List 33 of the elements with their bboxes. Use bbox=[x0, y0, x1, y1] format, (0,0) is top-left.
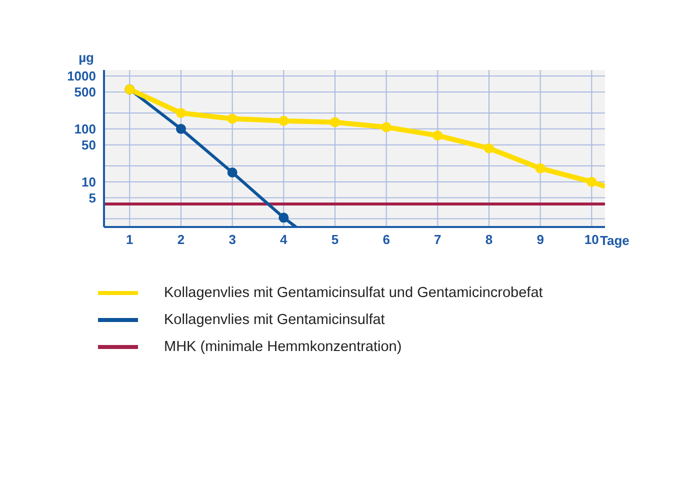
x-tick-label: 7 bbox=[434, 232, 442, 248]
point bbox=[484, 143, 494, 154]
legend-label: Kollagenvlies mit Gentamicinsulfat und Gentamicincrobefat bbox=[164, 284, 543, 300]
point bbox=[535, 163, 546, 174]
y-tick-label: 10 bbox=[82, 174, 96, 190]
point bbox=[586, 176, 597, 187]
x-tick-label: 6 bbox=[382, 232, 390, 248]
x-tick-label: 4 bbox=[280, 232, 288, 248]
legend-label: Kollagenvlies mit Gentamicinsulfat bbox=[164, 312, 385, 328]
point bbox=[176, 124, 186, 134]
point bbox=[176, 108, 186, 118]
x-tick-label: 3 bbox=[228, 232, 236, 248]
y-tick-label: 5 bbox=[88, 190, 96, 206]
x-tick-label: 8 bbox=[485, 232, 493, 248]
y-tick-label: 500 bbox=[74, 84, 96, 100]
point bbox=[432, 130, 443, 141]
point bbox=[278, 116, 289, 126]
point bbox=[227, 114, 238, 124]
point bbox=[330, 117, 340, 128]
x-tick-label: 2 bbox=[177, 232, 185, 248]
x-tick-label: 1 bbox=[126, 232, 134, 248]
y-tick-label: 100 bbox=[74, 122, 96, 137]
y-axis-title: µg bbox=[78, 50, 94, 65]
point bbox=[278, 212, 289, 223]
point bbox=[381, 122, 392, 132]
legend-label: MHK (minimale Hemmkonzentration) bbox=[164, 338, 402, 354]
y-tick-label: 50 bbox=[82, 137, 96, 152]
x-tick-label: 5 bbox=[331, 232, 339, 248]
y-tick-label: 1000 bbox=[67, 68, 96, 84]
x-tick-label: 10 bbox=[584, 232, 599, 248]
x-axis-title: Tage bbox=[600, 233, 630, 248]
point bbox=[227, 168, 238, 178]
x-tick-label: 9 bbox=[536, 232, 544, 248]
